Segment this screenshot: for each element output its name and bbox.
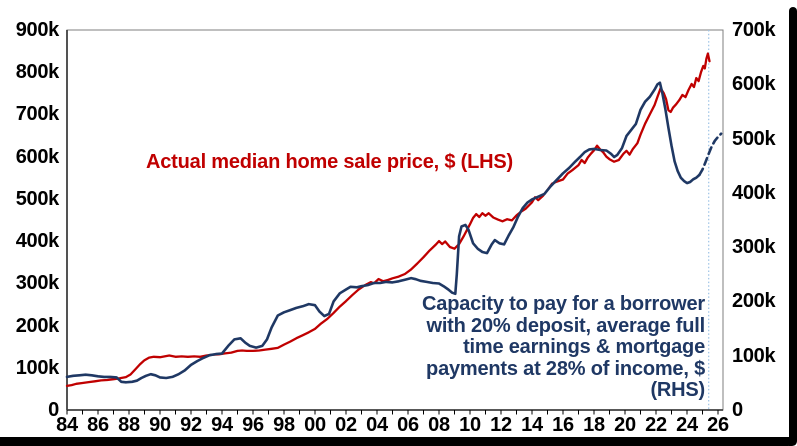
y-axis-left-label-800k: 800k <box>15 61 60 84</box>
y-axis-left-label-700k: 700k <box>15 103 60 126</box>
y-axis-left-label-200k: 200k <box>15 314 60 337</box>
x-axis-label-04: 04 <box>366 414 388 436</box>
y-axis-right-label-500k: 500k <box>732 127 776 150</box>
x-axis-label-12: 12 <box>490 414 512 436</box>
y-axis-left-label-100k: 100k <box>15 356 60 379</box>
series-line-capacity-forecast <box>698 132 723 177</box>
y-axis-left-label-600k: 600k <box>15 145 60 168</box>
x-axis-label-88: 88 <box>118 414 140 436</box>
y-axis-left-label-300k: 300k <box>15 272 60 295</box>
y-axis-left-label-400k: 400k <box>15 230 60 253</box>
x-axis-label-22: 22 <box>645 414 667 436</box>
y-axis-left-label-0: 0 <box>48 399 59 421</box>
y-axis-right-label-300k: 300k <box>732 236 776 259</box>
x-axis-label-92: 92 <box>180 414 202 436</box>
x-axis-label-00: 00 <box>304 414 326 436</box>
x-axis-label-14: 14 <box>521 414 543 436</box>
image-border-right <box>789 7 797 446</box>
x-axis-label-18: 18 <box>583 414 605 436</box>
y-axis-left-label-500k: 500k <box>15 187 60 210</box>
series-line-capacity-to-pay <box>65 81 701 384</box>
x-axis-label-86: 86 <box>87 414 109 436</box>
image-border-bottom <box>0 437 797 446</box>
x-axis-label-20: 20 <box>614 414 636 436</box>
x-axis-label-98: 98 <box>273 414 295 436</box>
y-axis-right-label-100k: 100k <box>732 344 776 367</box>
y-axis-right-label-200k: 200k <box>732 290 776 313</box>
x-axis-label-02: 02 <box>335 414 357 436</box>
annotation-median-price-series-label: Actual median home sale price, $ (LHS) <box>146 151 513 173</box>
x-axis-label-16: 16 <box>552 414 574 436</box>
y-axis-left-label-900k: 900k <box>15 19 60 41</box>
x-axis-label-90: 90 <box>149 414 171 436</box>
x-axis-label-94: 94 <box>211 414 233 436</box>
y-axis-right-label-400k: 400k <box>732 181 776 204</box>
annotation-capacity-to-pay-series-label: Capacity to pay for a borrower with 20% … <box>422 293 705 401</box>
y-axis-right-label-700k: 700k <box>732 19 776 41</box>
x-axis-label-84: 84 <box>56 414 78 436</box>
y-axis-right-label-0: 0 <box>732 399 743 421</box>
y-axis-right-label-600k: 600k <box>732 73 776 96</box>
x-axis-label-26: 26 <box>707 414 729 436</box>
x-axis-label-24: 24 <box>676 414 698 436</box>
x-axis-label-10: 10 <box>459 414 481 436</box>
x-axis-label-96: 96 <box>242 414 264 436</box>
x-axis-label-06: 06 <box>397 414 419 436</box>
x-axis-label-08: 08 <box>428 414 450 436</box>
